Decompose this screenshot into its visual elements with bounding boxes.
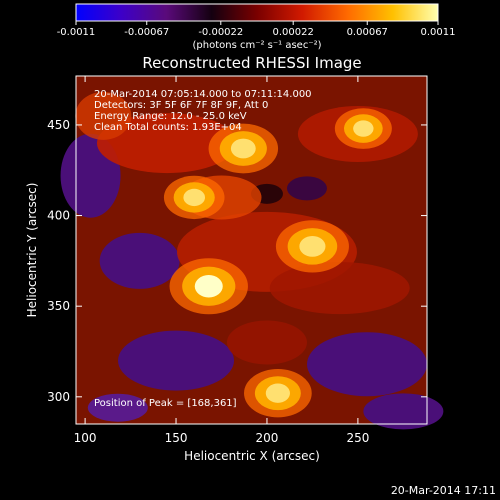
annotation-line: Clean Total counts: 1.93E+04 [94,122,242,133]
source-peak [230,138,256,159]
colorbar-tick-label: -0.00067 [124,27,169,38]
annotation-block: 20-Mar-2014 07:05:14.000 to 07:11:14.000… [94,89,312,133]
peak-label: Position of Peak = [168,361] [94,398,237,409]
colorbar [75,3,439,22]
colorbar-tick-label: -0.00022 [198,27,243,38]
y-tick-label: 350 [47,299,70,313]
colorbar-tick-label: 0.00022 [273,27,314,38]
x-axis: 100 150 200 250 [74,76,369,445]
negative-region [306,332,427,397]
source-peak [183,188,206,207]
footer-timestamp: 20-Mar-2014 17:11 [391,484,496,497]
y-tick-label: 450 [47,118,70,132]
plot-frame [75,75,428,425]
source-peak [265,383,290,403]
x-axis-label: Heliocentric X (arcsec) [184,449,320,463]
negative-region [363,393,444,430]
emission-region [226,320,307,365]
y-axis-label: Heliocentric Y (arcsec) [25,183,39,318]
chart-title: Reconstructed RHESSI Image [142,54,361,72]
negative-region [87,393,148,422]
x-tick-label: 150 [165,431,188,445]
source-peak [299,235,326,257]
emission-region [269,262,410,315]
annotation-line: Detectors: 3F 5F 6F 7F 8F 9F, Att 0 [94,100,268,111]
source-peak [353,120,374,137]
emission-region [96,113,237,174]
y-axis: 300 350 400 450 [47,118,427,404]
emission-region [75,91,132,140]
y-tick-label: 400 [47,209,70,223]
annotation-line: 20-Mar-2014 07:05:14.000 to 07:11:14.000 [94,89,312,100]
colorbar-ticks: -0.0011 -0.00067 -0.00022 0.00022 0.00067 0.0… [57,21,456,38]
y-tick-label: 300 [47,390,70,404]
negative-region [118,330,235,391]
x-tick-label: 100 [74,431,97,445]
colorbar-tick-label: 0.0011 [421,27,456,38]
colorbar-tick-label: 0.00067 [347,27,388,38]
x-tick-label: 250 [346,431,369,445]
colorbar-unit-label: (photons cm⁻² s⁻¹ asec⁻²) [192,40,321,51]
x-tick-label: 200 [256,431,279,445]
colorbar-tick-label: -0.0011 [57,27,96,38]
negative-region [286,176,327,201]
source-peak [194,275,223,298]
annotation-line: Energy Range: 12.0 - 25.0 keV [94,111,247,122]
plot-area [60,76,444,430]
negative-region [99,232,180,289]
